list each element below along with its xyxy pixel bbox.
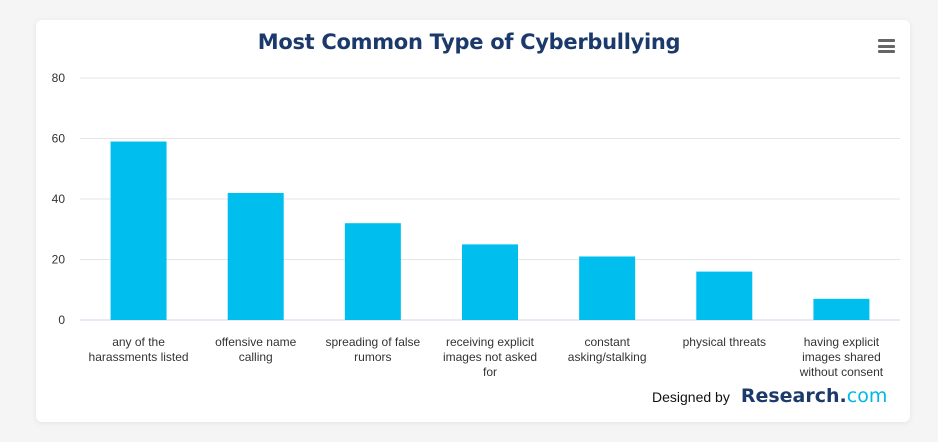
brand-dot: . [839,385,847,407]
x-tick-label: constant asking/stalking [568,335,647,364]
bar[interactable] [227,192,284,320]
credit-prefix: Designed by [652,389,730,405]
brand-tld: com [846,385,888,407]
x-tick-label: spreading of false rumors [325,335,420,364]
chart-card [36,20,910,422]
x-tick-label: physical threats [683,335,766,349]
bar[interactable] [344,223,401,320]
bar[interactable] [579,256,636,320]
y-tick-label: 20 [52,253,66,267]
x-tick-label: offensive name calling [215,335,296,364]
y-tick-label: 60 [52,132,66,146]
research-logo[interactable]: Research.com [741,385,888,407]
y-tick-label: 0 [58,313,65,327]
credit-line: Designed by Research.com [652,385,887,407]
bar[interactable] [110,141,167,320]
hamburger-menu-icon[interactable] [878,39,895,53]
chart-title: Most Common Type of Cyberbullying [257,30,681,54]
bar[interactable] [462,244,518,320]
y-tick-label: 80 [52,71,66,85]
x-tick-label: any of the harassments listed [89,335,189,364]
bar[interactable] [813,298,870,320]
x-tick-label: having explicit images shared without cons… [799,335,884,379]
y-tick-label: 40 [52,192,66,206]
bar[interactable] [696,271,753,320]
x-tick-label: receiving explicit images not asked for [443,335,537,379]
brand-main: Research [740,385,840,407]
